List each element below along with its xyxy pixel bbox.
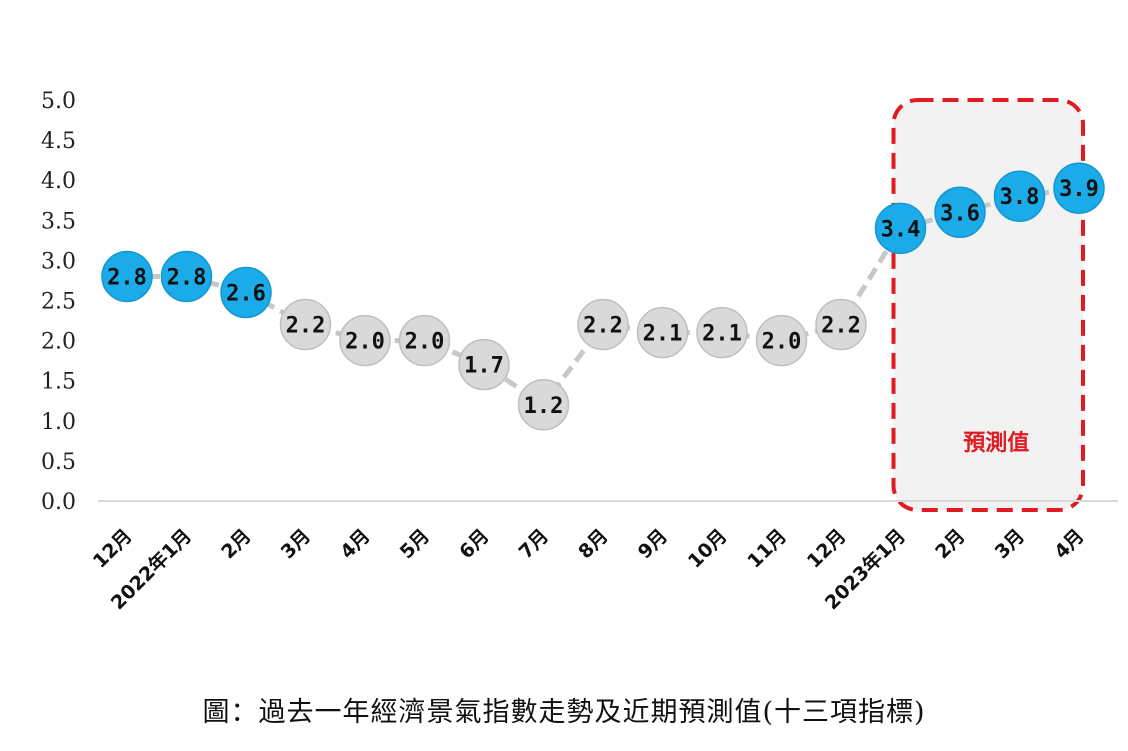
y-tick-label: 3.5: [41, 209, 76, 234]
data-point: [755, 314, 808, 367]
data-point: [398, 314, 451, 367]
data-label: 2.6: [226, 281, 266, 306]
x-tick-label: 5月: [396, 525, 434, 563]
x-tick-label: 8月: [574, 525, 612, 563]
data-label: 2.2: [583, 314, 623, 339]
x-tick-label: 2月: [217, 525, 255, 563]
y-tick-label: 4.5: [41, 129, 76, 154]
x-tick-label: 11月: [743, 525, 791, 573]
data-point: [279, 298, 332, 351]
data-label: 1.7: [464, 354, 504, 379]
figure-caption: 圖：過去一年經濟景氣指數走勢及近期預測值(十三項指標): [202, 697, 926, 728]
data-point: [815, 298, 867, 351]
data-labels: 2.8 2.8 2.6 2.2 2.0 2.0 1.7 1.2 2.2 2.1 2.1 2.0 2.2 3…: [107, 177, 1099, 419]
y-tick-label: 0.0: [41, 490, 76, 515]
data-label: 3.9: [1059, 177, 1099, 202]
data-label: 2.0: [405, 330, 445, 355]
x-tick-label: 7月: [515, 525, 553, 563]
data-point: [934, 186, 986, 239]
data-point: [1053, 162, 1105, 214]
y-tick-label: 2.0: [41, 330, 76, 355]
y-tick-label: 2.5: [41, 290, 76, 315]
data-point: [220, 266, 272, 319]
y-tick-label: 1.5: [41, 370, 76, 395]
y-tick-label: 1.0: [41, 410, 76, 435]
forecast-label: 預測值: [963, 430, 1029, 456]
data-point: [874, 202, 927, 255]
data-label: 2.8: [167, 265, 207, 290]
data-point: [458, 338, 510, 391]
data-point: [993, 170, 1046, 222]
data-point: [577, 298, 629, 351]
data-label: 1.2: [524, 394, 564, 419]
x-tick-label: 3月: [991, 525, 1029, 563]
data-label: 2.0: [345, 330, 385, 355]
data-label: 2.1: [643, 322, 683, 347]
x-tick-label: 10月: [684, 525, 732, 573]
y-tick-label: 0.5: [41, 450, 76, 475]
data-label: 2.8: [107, 265, 147, 290]
data-label: 3.6: [940, 201, 980, 226]
data-label: 3.8: [1000, 185, 1040, 210]
data-label: 2.1: [702, 322, 742, 347]
data-point: [636, 306, 689, 359]
data-point: [101, 250, 153, 303]
x-tick-label: 4月: [336, 525, 374, 563]
data-label: 2.2: [286, 314, 326, 339]
data-label: 3.4: [881, 217, 921, 242]
y-tick-label: 5.0: [41, 89, 76, 114]
x-tick-label: 4月: [1050, 525, 1088, 563]
x-tick-label: 6月: [455, 525, 493, 563]
x-tick-label: 12月: [89, 525, 137, 573]
chart: 0.00.51.01.52.02.53.03.54.04.55.0 12月202…: [41, 89, 1118, 614]
x-tick-label: 2月: [931, 525, 969, 563]
data-point: [517, 379, 570, 431]
data-point: [696, 306, 748, 359]
data-point: [160, 250, 213, 303]
data-label: 2.2: [821, 314, 861, 339]
data-label: 2.0: [762, 330, 802, 355]
y-tick-label: 3.0: [41, 249, 76, 274]
x-tick-label: 9月: [634, 525, 672, 563]
y-tick-label: 4.0: [41, 169, 76, 194]
x-tick-label: 12月: [803, 525, 851, 573]
data-point: [339, 314, 391, 367]
data-markers: [101, 162, 1105, 431]
x-tick-label: 3月: [277, 525, 315, 563]
y-axis-ticks: 0.0 0.5 1.0 1.5 2.0 2.5 3.0 3.5 4.0 4.5 5.0: [41, 89, 76, 515]
